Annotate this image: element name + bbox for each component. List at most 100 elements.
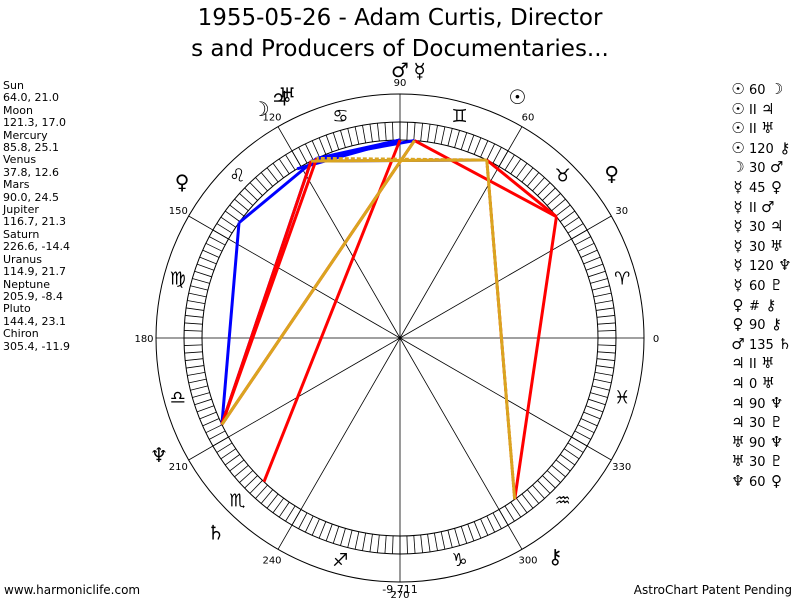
band-tick	[546, 470, 561, 483]
band-tick	[184, 330, 203, 332]
aspect-type: 135	[749, 337, 774, 353]
band-tick	[596, 315, 615, 318]
position-name: Mercury	[3, 128, 48, 142]
degree-label: 240	[262, 556, 281, 567]
aspect-row: ☿ II ♂	[730, 198, 793, 218]
aspect-row: ☉ 120 ⚷	[730, 139, 793, 159]
band-tick	[332, 526, 340, 544]
aspect-type: 60	[749, 278, 766, 294]
aspect-planet-2: ☽	[769, 80, 784, 98]
aspect-planet-1: ♆	[731, 471, 745, 490]
band-tick	[577, 242, 595, 252]
band-tick	[504, 154, 515, 171]
band-tick	[510, 501, 522, 518]
aspect-planet-1: ♀	[732, 315, 744, 334]
band-tick	[188, 378, 207, 384]
band-tick	[574, 430, 591, 440]
aspect-planet-2: ♅	[760, 119, 775, 138]
band-tick	[542, 475, 556, 489]
aspect-planet-2: ♀	[771, 471, 783, 490]
band-tick	[239, 470, 254, 483]
band-tick	[285, 154, 296, 171]
band-tick	[504, 505, 515, 522]
band-tick	[583, 256, 601, 265]
position-values: 226.6, -14.4	[3, 240, 70, 254]
band-tick	[460, 132, 468, 150]
aspect-type: 30	[749, 416, 766, 432]
position-name: Venus	[3, 153, 37, 167]
degree-label: 300	[518, 556, 537, 567]
degree-label: 180	[134, 334, 153, 345]
band-tick	[473, 137, 482, 155]
band-tick	[354, 531, 360, 550]
position-name: Jupiter	[3, 203, 39, 217]
band-tick	[585, 263, 604, 271]
band-tick	[272, 163, 284, 179]
bottom-value: -9,711	[382, 583, 418, 596]
aspect-type: 30	[749, 239, 766, 255]
band-tick	[229, 459, 245, 472]
band-tick	[567, 442, 584, 453]
band-tick	[318, 137, 327, 155]
band-tick	[433, 532, 438, 551]
band-tick	[440, 126, 446, 145]
position-values: 116.7, 21.3	[3, 215, 66, 229]
chart-title-line-2: s and Producers of Documentaries...	[191, 36, 609, 62]
band-tick	[413, 122, 416, 141]
aspect-row: ☽ 30 ♂	[730, 158, 793, 178]
position-values: 305.4, -11.9	[3, 339, 70, 353]
band-tick	[521, 493, 534, 509]
band-tick	[216, 223, 233, 234]
aspect-planet-2: ♀	[771, 177, 783, 196]
aspect-planet-1: ☿	[733, 197, 743, 216]
band-tick	[454, 130, 460, 148]
aspect-type: 30	[749, 455, 766, 471]
band-tick	[433, 125, 438, 144]
degree-label: 150	[169, 206, 188, 217]
band-tick	[209, 236, 226, 246]
aspect-type: 90	[749, 396, 766, 412]
footer-website[interactable]: www.harmoniclife.com	[4, 583, 141, 597]
band-tick	[420, 534, 423, 553]
band-tick	[555, 459, 571, 472]
band-tick	[510, 158, 522, 175]
band-tick	[202, 249, 220, 258]
band-tick	[369, 534, 373, 552]
aspect-planet-2: ♅	[769, 236, 784, 255]
aspect-type: 90	[749, 435, 766, 451]
aspect-line	[238, 157, 318, 224]
band-tick	[332, 132, 340, 150]
band-tick	[521, 167, 534, 183]
band-tick	[285, 505, 296, 522]
aspect-planet-2: ♃	[760, 99, 775, 118]
band-tick	[205, 424, 223, 434]
band-tick	[272, 497, 284, 513]
house-spoke	[277, 126, 401, 339]
position-name: Saturn	[3, 227, 40, 241]
aspect-line	[513, 216, 558, 500]
band-tick	[266, 493, 279, 509]
position-values: 121.3, 17.0	[3, 116, 66, 130]
aspect-line	[296, 138, 401, 171]
aspect-list: ☉ 60 ☽ ☉ II ♃ ☉ II ♅ ☉ 120 ⚷ ☽ 30 ♂ ☿ 45 ♀ ☿ II ♂ ☿ 30 ♃ ☿ 30 ♅ ☿ 12…	[730, 80, 793, 491]
band-tick	[234, 198, 249, 212]
band-tick	[392, 122, 394, 141]
aspect-line	[220, 139, 416, 426]
degree-label: 270	[390, 590, 409, 600]
aspect-row: ♃ II ♅	[730, 354, 793, 374]
zodiac-sign: ♑	[451, 550, 467, 571]
band-tick	[597, 351, 616, 354]
band-tick	[460, 526, 468, 544]
position-values: 64.0, 21.0	[3, 91, 59, 105]
zodiac-sign: ♎	[170, 388, 186, 409]
band-tick	[255, 177, 268, 192]
band-tick	[202, 418, 220, 427]
band-tick	[318, 521, 327, 539]
aspect-type: 60	[749, 83, 766, 98]
house-spoke	[188, 215, 401, 339]
band-tick	[194, 270, 212, 278]
aspect-row: ♅ 90 ♆	[730, 433, 793, 453]
band-tick	[420, 123, 423, 142]
zodiac-sign: ♊	[451, 106, 467, 127]
band-tick	[192, 392, 210, 398]
